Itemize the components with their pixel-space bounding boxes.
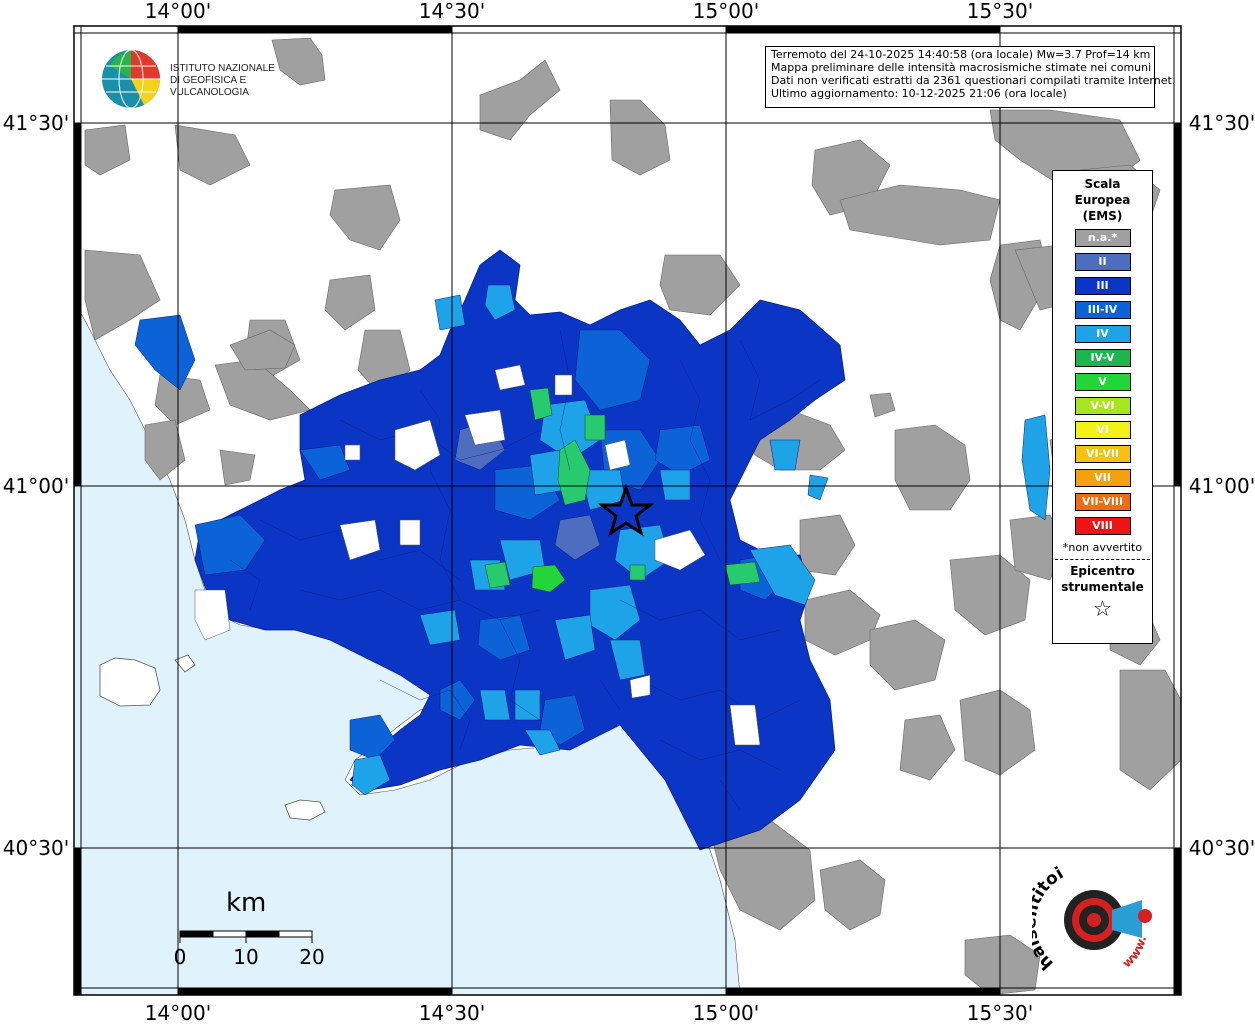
legend-item-v: V xyxy=(1074,373,1131,391)
bottom-tick-14-00: 14°00' xyxy=(145,1001,211,1024)
hsit-logo: haisentitoilterremoto.it www. xyxy=(1021,843,1162,978)
event-info-line-4: Ultimo aggiornamento: 10-12-2025 21:06 (… xyxy=(771,87,1067,100)
ingv-logo: ISTITUTO NAZIONALE DI GEOFISICA E VULCAN… xyxy=(100,48,320,109)
legend-item-vi-vii: VI-VII xyxy=(1074,445,1131,463)
right-tick-41-00: 41°00' xyxy=(1189,474,1255,498)
left-tick-40-30: 40°30' xyxy=(3,836,69,860)
legend-epicenter-label: Epicentro strumentale xyxy=(1061,564,1144,594)
scale-label-20: 20 xyxy=(299,945,324,969)
hsit-logo-text: haisentitoilterremoto.it xyxy=(1021,843,1067,974)
legend-item-ii: II xyxy=(1074,253,1131,271)
ingv-name: ISTITUTO NAZIONALE DI GEOFISICA E VULCAN… xyxy=(170,63,275,98)
no-data-areas xyxy=(194,364,761,746)
legend-separator xyxy=(1055,559,1150,560)
top-tick-15-00: 15°00' xyxy=(693,0,759,23)
event-info-line-1: Terremoto del 24-10-2025 14:40:58 (ora l… xyxy=(771,48,1151,61)
svg-text:haisentitoilterremoto.it: haisentitoilterremoto.it xyxy=(1032,858,1067,974)
intensity-IV-areas xyxy=(351,284,1051,796)
island-procida xyxy=(174,654,196,673)
legend-note: *non avvertito xyxy=(1062,541,1143,554)
scale-label-0: 0 xyxy=(174,945,187,969)
map-frame xyxy=(73,25,1182,996)
legend-title: Scala Europea (EMS) xyxy=(1074,177,1131,223)
top-tick-14-30: 14°30' xyxy=(419,0,485,23)
scale-label-10: 10 xyxy=(233,945,258,969)
legend-items: n.a.* II III III-IV IV IV-V V V-VI VI VI-VII VII VI… xyxy=(1053,229,1152,535)
legend-item-iii-iv: III-IV xyxy=(1074,301,1131,319)
left-tick-41-30: 41°30' xyxy=(3,111,69,135)
legend-item-v-vi: V-VI xyxy=(1074,397,1131,415)
event-info-box: Terremoto del 24-10-2025 14:40:58 (ora l… xyxy=(765,46,1176,108)
graticule xyxy=(74,26,1181,995)
legend-item-viii: VIII xyxy=(1074,517,1131,535)
island-ischia xyxy=(99,657,161,707)
legend-item-iii: III xyxy=(1074,277,1131,295)
hsit-logo-www: www. xyxy=(1120,935,1149,971)
bottom-tick-15-00: 15°00' xyxy=(693,1001,759,1024)
scale-bar: 0 10 20 xyxy=(174,930,325,969)
bottom-tick-15-30: 15°30' xyxy=(967,1001,1033,1024)
ingv-globe-icon xyxy=(102,49,161,109)
event-info-line-2: Mappa preliminare delle intensità macros… xyxy=(771,61,1152,74)
legend-item-vii-viii: VII-VIII xyxy=(1074,493,1131,511)
intensity-IV-V-areas xyxy=(484,387,761,589)
legend-item-iv: IV xyxy=(1074,325,1131,343)
left-tick-41-00: 41°00' xyxy=(3,474,69,498)
epicenter-star-icon: ☆ xyxy=(1092,597,1113,622)
tick-labels: 14°00' 14°30' 15°00' 15°30' 14°00' 14°30… xyxy=(3,0,1255,1024)
top-tick-14-00: 14°00' xyxy=(145,0,211,23)
legend-item-n-a: n.a.* xyxy=(1074,229,1131,247)
municipal-boundaries xyxy=(229,329,821,811)
bottom-tick-14-30: 14°30' xyxy=(419,1001,485,1024)
intensity-V-area xyxy=(531,564,566,593)
epicenter-star xyxy=(597,483,655,537)
legend-item-vii: VII xyxy=(1074,469,1131,487)
hsit-logo-graphic: haisentitoilterremoto.it www. xyxy=(1021,843,1152,974)
legend-item-vi: VI xyxy=(1074,421,1131,439)
right-tick-40-30: 40°30' xyxy=(1189,836,1255,860)
island-capri xyxy=(284,799,326,821)
svg-text:www.: www. xyxy=(1120,935,1149,971)
ems-legend: Scala Europea (EMS) n.a.* II III III-IV IV IV… xyxy=(1052,170,1153,644)
intensity-II-areas xyxy=(454,419,601,561)
top-tick-15-30: 15°30' xyxy=(967,0,1033,23)
scale-bar-unit: km xyxy=(226,888,267,918)
right-tick-41-30: 41°30' xyxy=(1189,111,1255,135)
legend-item-iv-v: IV-V xyxy=(1074,349,1131,367)
event-info-line-3: Dati non verificati estratti da 2361 que… xyxy=(771,74,1176,87)
